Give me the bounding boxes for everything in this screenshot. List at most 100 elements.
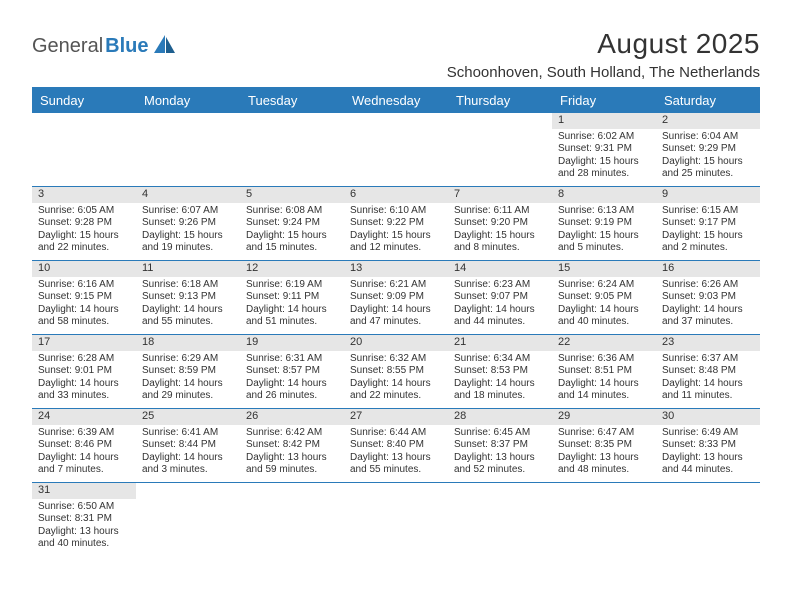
day-details: Sunrise: 6:31 AM Sunset: 8:57 PM Dayligh… <box>246 353 338 403</box>
week-row: 24 Sunrise: 6:39 AM Sunset: 8:46 PM Dayli… <box>32 409 760 483</box>
weekday-header: Tuesday <box>240 88 344 113</box>
sail-icon <box>154 35 176 53</box>
weekday-header: Sunday <box>32 88 136 113</box>
day-cell <box>448 483 552 557</box>
day-number: 2 <box>656 113 760 129</box>
day-details: Sunrise: 6:42 AM Sunset: 8:42 PM Dayligh… <box>246 427 338 477</box>
day-number: 17 <box>32 335 136 351</box>
day-details: Sunrise: 6:02 AM Sunset: 9:31 PM Dayligh… <box>558 131 650 181</box>
day-details: Sunrise: 6:34 AM Sunset: 8:53 PM Dayligh… <box>454 353 546 403</box>
day-cell: 13Sunrise: 6:21 AM Sunset: 9:09 PM Dayli… <box>344 261 448 334</box>
day-number: 20 <box>344 335 448 351</box>
day-cell: 18 Sunrise: 6:29 AM Sunset: 8:59 PM Dayli… <box>136 335 240 408</box>
day-number: 19 <box>240 335 344 351</box>
day-cell: 14Sunrise: 6:23 AM Sunset: 9:07 PM Dayli… <box>448 261 552 334</box>
brand-logo: General Blue <box>32 34 176 58</box>
day-number: 28 <box>448 409 552 425</box>
day-cell <box>552 483 656 557</box>
weekday-header: Saturday <box>656 88 760 113</box>
day-number: 25 <box>136 409 240 425</box>
day-cell: 2 Sunrise: 6:04 AM Sunset: 9:29 PM Daylig… <box>656 113 760 186</box>
day-number: 26 <box>240 409 344 425</box>
day-cell: 23Sunrise: 6:37 AM Sunset: 8:48 PM Dayli… <box>656 335 760 408</box>
day-number: 4 <box>136 187 240 203</box>
day-details: Sunrise: 6:45 AM Sunset: 8:37 PM Dayligh… <box>454 427 546 477</box>
location-subtitle: Schoonhoven, South Holland, The Netherla… <box>447 64 760 81</box>
day-number: 14 <box>448 261 552 277</box>
day-cell: 19 Sunrise: 6:31 AM Sunset: 8:57 PM Dayli… <box>240 335 344 408</box>
day-cell <box>344 113 448 186</box>
day-cell: 24 Sunrise: 6:39 AM Sunset: 8:46 PM Dayli… <box>32 409 136 482</box>
day-number: 9 <box>656 187 760 203</box>
day-cell: 3Sunrise: 6:05 AM Sunset: 9:28 PM Daylig… <box>32 187 136 260</box>
day-details: Sunrise: 6:08 AM Sunset: 9:24 PM Dayligh… <box>246 205 338 255</box>
logo-word-blue: Blue <box>105 35 148 58</box>
day-number: 21 <box>448 335 552 351</box>
day-number: 11 <box>136 261 240 277</box>
week-row: 31 Sunrise: 6:50 AM Sunset: 8:31 PM Dayli… <box>32 483 760 557</box>
day-cell: 28 Sunrise: 6:45 AM Sunset: 8:37 PM Dayli… <box>448 409 552 482</box>
day-number: 3 <box>32 187 136 203</box>
day-cell <box>136 483 240 557</box>
month-title: August 2025 <box>447 28 760 60</box>
day-cell: 16Sunrise: 6:26 AM Sunset: 9:03 PM Dayli… <box>656 261 760 334</box>
day-cell: 27Sunrise: 6:44 AM Sunset: 8:40 PM Dayli… <box>344 409 448 482</box>
day-cell <box>136 113 240 186</box>
weekday-header: Monday <box>136 88 240 113</box>
day-details: Sunrise: 6:18 AM Sunset: 9:13 PM Dayligh… <box>142 279 234 329</box>
day-details: Sunrise: 6:49 AM Sunset: 8:33 PM Dayligh… <box>662 427 754 477</box>
day-number: 22 <box>552 335 656 351</box>
day-number: 1 <box>552 113 656 129</box>
day-number: 23 <box>656 335 760 351</box>
day-number: 7 <box>448 187 552 203</box>
weekday-header-row: SundayMondayTuesdayWednesdayThursdayFrid… <box>32 88 760 113</box>
day-number: 8 <box>552 187 656 203</box>
day-details: Sunrise: 6:19 AM Sunset: 9:11 PM Dayligh… <box>246 279 338 329</box>
day-details: Sunrise: 6:47 AM Sunset: 8:35 PM Dayligh… <box>558 427 650 477</box>
weekday-header: Friday <box>552 88 656 113</box>
day-details: Sunrise: 6:32 AM Sunset: 8:55 PM Dayligh… <box>350 353 442 403</box>
day-number: 16 <box>656 261 760 277</box>
day-number: 24 <box>32 409 136 425</box>
day-details: Sunrise: 6:29 AM Sunset: 8:59 PM Dayligh… <box>142 353 234 403</box>
day-cell <box>448 113 552 186</box>
day-details: Sunrise: 6:50 AM Sunset: 8:31 PM Dayligh… <box>38 501 130 551</box>
day-number: 6 <box>344 187 448 203</box>
day-cell: 22Sunrise: 6:36 AM Sunset: 8:51 PM Dayli… <box>552 335 656 408</box>
day-cell <box>240 483 344 557</box>
day-cell <box>32 113 136 186</box>
day-details: Sunrise: 6:39 AM Sunset: 8:46 PM Dayligh… <box>38 427 130 477</box>
day-cell: 8Sunrise: 6:13 AM Sunset: 9:19 PM Daylig… <box>552 187 656 260</box>
day-cell: 31 Sunrise: 6:50 AM Sunset: 8:31 PM Dayli… <box>32 483 136 557</box>
day-number: 30 <box>656 409 760 425</box>
day-details: Sunrise: 6:07 AM Sunset: 9:26 PM Dayligh… <box>142 205 234 255</box>
day-details: Sunrise: 6:10 AM Sunset: 9:22 PM Dayligh… <box>350 205 442 255</box>
day-cell: 21 Sunrise: 6:34 AM Sunset: 8:53 PM Dayli… <box>448 335 552 408</box>
day-details: Sunrise: 6:24 AM Sunset: 9:05 PM Dayligh… <box>558 279 650 329</box>
day-cell: 12 Sunrise: 6:19 AM Sunset: 9:11 PM Dayli… <box>240 261 344 334</box>
day-details: Sunrise: 6:04 AM Sunset: 9:29 PM Dayligh… <box>662 131 754 181</box>
day-details: Sunrise: 6:15 AM Sunset: 9:17 PM Dayligh… <box>662 205 754 255</box>
day-number: 10 <box>32 261 136 277</box>
day-details: Sunrise: 6:11 AM Sunset: 9:20 PM Dayligh… <box>454 205 546 255</box>
day-cell: 20 Sunrise: 6:32 AM Sunset: 8:55 PM Dayli… <box>344 335 448 408</box>
day-cell: 29 Sunrise: 6:47 AM Sunset: 8:35 PM Dayli… <box>552 409 656 482</box>
day-number: 31 <box>32 483 136 499</box>
day-cell: 7 Sunrise: 6:11 AM Sunset: 9:20 PM Daylig… <box>448 187 552 260</box>
day-number: 12 <box>240 261 344 277</box>
logo-word-general: General <box>32 35 103 58</box>
day-details: Sunrise: 6:41 AM Sunset: 8:44 PM Dayligh… <box>142 427 234 477</box>
day-cell: 26 Sunrise: 6:42 AM Sunset: 8:42 PM Dayli… <box>240 409 344 482</box>
day-details: Sunrise: 6:28 AM Sunset: 9:01 PM Dayligh… <box>38 353 130 403</box>
day-number: 27 <box>344 409 448 425</box>
title-block: August 2025 Schoonhoven, South Holland, … <box>447 28 760 81</box>
weekday-header: Thursday <box>448 88 552 113</box>
day-number: 18 <box>136 335 240 351</box>
calendar-page: General Blue August 2025 Schoonhoven, So… <box>0 0 792 577</box>
day-cell <box>240 113 344 186</box>
week-row: 1 Sunrise: 6:02 AM Sunset: 9:31 PM Daylig… <box>32 113 760 187</box>
day-cell <box>656 483 760 557</box>
day-cell: 11 Sunrise: 6:18 AM Sunset: 9:13 PM Dayli… <box>136 261 240 334</box>
weekday-header: Wednesday <box>344 88 448 113</box>
day-number: 29 <box>552 409 656 425</box>
